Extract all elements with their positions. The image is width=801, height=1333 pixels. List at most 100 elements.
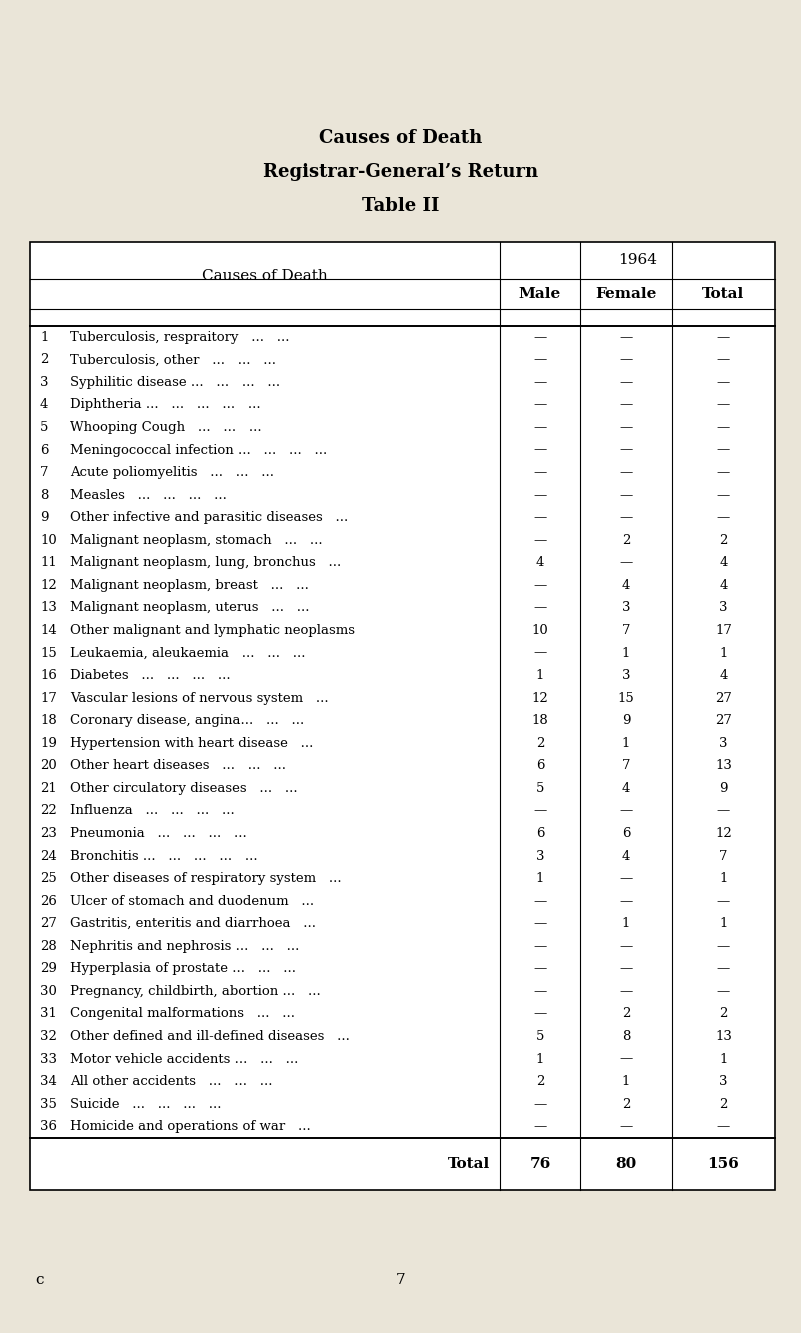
Text: 3: 3	[719, 601, 728, 615]
Text: 10: 10	[532, 624, 549, 637]
Text: —: —	[533, 894, 546, 908]
Text: 2: 2	[719, 533, 727, 547]
Text: —: —	[619, 872, 633, 885]
Text: 17: 17	[40, 692, 57, 705]
Text: 1: 1	[719, 917, 727, 930]
Text: 1964: 1964	[618, 253, 657, 268]
Text: Meningococcal infection ...   ...   ...   ...: Meningococcal infection ... ... ... ...	[70, 444, 328, 457]
Text: 1: 1	[622, 1076, 630, 1088]
Text: 1: 1	[40, 331, 48, 344]
Text: 3: 3	[622, 669, 630, 682]
Text: 6: 6	[536, 826, 544, 840]
Text: —: —	[717, 804, 731, 817]
Text: Pneumonia   ...   ...   ...   ...: Pneumonia ... ... ... ...	[70, 826, 247, 840]
Text: 3: 3	[536, 849, 544, 862]
Text: —: —	[619, 962, 633, 976]
Text: 33: 33	[40, 1053, 57, 1065]
Text: 7: 7	[622, 624, 630, 637]
Text: All other accidents   ...   ...   ...: All other accidents ... ... ...	[70, 1076, 272, 1088]
Text: 30: 30	[40, 985, 57, 998]
Text: 76: 76	[529, 1157, 550, 1170]
Text: 27: 27	[40, 917, 57, 930]
Text: Other malignant and lymphatic neoplasms: Other malignant and lymphatic neoplasms	[70, 624, 355, 637]
Text: 6: 6	[622, 826, 630, 840]
Text: —: —	[619, 804, 633, 817]
Text: —: —	[717, 962, 731, 976]
Text: Malignant neoplasm, lung, bronchus   ...: Malignant neoplasm, lung, bronchus ...	[70, 556, 341, 569]
Text: 1: 1	[719, 1053, 727, 1065]
Text: Other diseases of respiratory system   ...: Other diseases of respiratory system ...	[70, 872, 341, 885]
Text: 1: 1	[622, 647, 630, 660]
Text: —: —	[533, 985, 546, 998]
Text: 20: 20	[40, 760, 57, 772]
Text: Other defined and ill-defined diseases   ...: Other defined and ill-defined diseases .…	[70, 1030, 350, 1042]
Text: 12: 12	[40, 579, 57, 592]
Text: 7: 7	[396, 1273, 405, 1286]
Text: 31: 31	[40, 1008, 57, 1021]
Text: —: —	[533, 1008, 546, 1021]
Text: 5: 5	[536, 1030, 544, 1042]
Text: 4: 4	[719, 579, 727, 592]
Text: Other circulatory diseases   ...   ...: Other circulatory diseases ... ...	[70, 782, 298, 794]
Text: —: —	[717, 894, 731, 908]
Text: —: —	[717, 489, 731, 501]
Text: Measles   ...   ...   ...   ...: Measles ... ... ... ...	[70, 489, 227, 501]
Text: Hypertension with heart disease   ...: Hypertension with heart disease ...	[70, 737, 313, 749]
Text: 15: 15	[618, 692, 634, 705]
Text: 2: 2	[622, 1097, 630, 1110]
Text: —: —	[533, 647, 546, 660]
Text: —: —	[533, 940, 546, 953]
Text: —: —	[717, 512, 731, 524]
Text: —: —	[717, 353, 731, 367]
Text: —: —	[619, 331, 633, 344]
Text: 8: 8	[40, 489, 48, 501]
Text: 9: 9	[719, 782, 728, 794]
Text: Congenital malformations   ...   ...: Congenital malformations ... ...	[70, 1008, 295, 1021]
Text: Tuberculosis, other   ...   ...   ...: Tuberculosis, other ... ... ...	[70, 353, 276, 367]
Text: 4: 4	[719, 556, 727, 569]
Text: Syphilitic disease ...   ...   ...   ...: Syphilitic disease ... ... ... ...	[70, 376, 280, 389]
Text: 18: 18	[532, 714, 549, 728]
Text: Table II: Table II	[362, 197, 439, 215]
Text: 2: 2	[719, 1008, 727, 1021]
Text: —: —	[533, 421, 546, 435]
Text: 16: 16	[40, 669, 57, 682]
Text: —: —	[533, 376, 546, 389]
Text: 2: 2	[719, 1097, 727, 1110]
Text: 19: 19	[40, 737, 57, 749]
Text: 4: 4	[719, 669, 727, 682]
Text: —: —	[717, 940, 731, 953]
Text: 36: 36	[40, 1120, 57, 1133]
Text: —: —	[533, 353, 546, 367]
Text: 1: 1	[536, 1053, 544, 1065]
Text: —: —	[619, 444, 633, 457]
Text: 34: 34	[40, 1076, 57, 1088]
Text: Homicide and operations of war   ...: Homicide and operations of war ...	[70, 1120, 311, 1133]
Text: Registrar-General’s Return: Registrar-General’s Return	[263, 163, 538, 181]
Text: —: —	[533, 444, 546, 457]
Text: Influenza   ...   ...   ...   ...: Influenza ... ... ... ...	[70, 804, 235, 817]
Text: 24: 24	[40, 849, 57, 862]
Text: —: —	[619, 940, 633, 953]
Text: 13: 13	[715, 1030, 732, 1042]
Text: —: —	[619, 556, 633, 569]
Text: —: —	[619, 399, 633, 412]
Text: 29: 29	[40, 962, 57, 976]
Text: —: —	[619, 894, 633, 908]
Text: 26: 26	[40, 894, 57, 908]
Text: 9: 9	[40, 512, 49, 524]
Text: 2: 2	[40, 353, 48, 367]
Text: Other infective and parasitic diseases   ...: Other infective and parasitic diseases .…	[70, 512, 348, 524]
Text: 5: 5	[40, 421, 48, 435]
Text: Other heart diseases   ...   ...   ...: Other heart diseases ... ... ...	[70, 760, 286, 772]
Text: —: —	[619, 512, 633, 524]
Text: 28: 28	[40, 940, 57, 953]
Text: —: —	[717, 467, 731, 479]
Text: Malignant neoplasm, stomach   ...   ...: Malignant neoplasm, stomach ... ...	[70, 533, 323, 547]
Text: 3: 3	[719, 737, 728, 749]
Text: 7: 7	[40, 467, 49, 479]
Text: 1: 1	[536, 669, 544, 682]
Text: 5: 5	[536, 782, 544, 794]
Text: —: —	[533, 917, 546, 930]
Text: —: —	[717, 985, 731, 998]
